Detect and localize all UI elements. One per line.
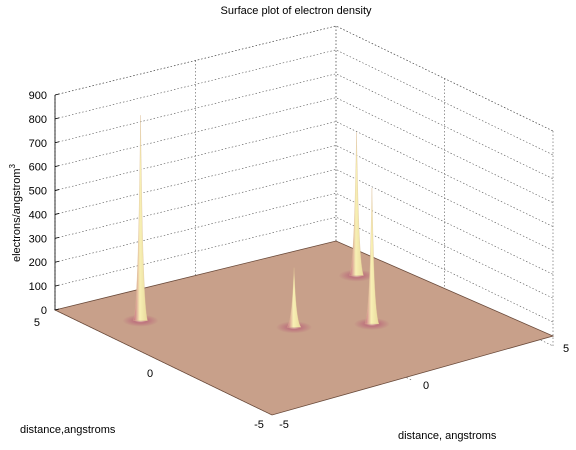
- z-tick-mark: [54, 189, 60, 191]
- density-peak: [276, 267, 313, 334]
- x-axis-label: distance, angstroms: [398, 430, 497, 442]
- peak-spike: [349, 132, 364, 276]
- z-tick-label: 700: [29, 138, 47, 150]
- peak-spike: [286, 267, 302, 328]
- y-tick-label: 5: [34, 317, 40, 329]
- y-tick-label: -5: [254, 419, 264, 431]
- y-tick-label: 0: [147, 368, 153, 380]
- peak-spike: [364, 187, 380, 325]
- x-tick-label: 5: [563, 343, 569, 355]
- z-tick-label: 200: [29, 257, 47, 269]
- back-wall-left: [55, 5, 336, 310]
- z-tick-mark: [54, 141, 60, 144]
- z-tick-label: 400: [29, 209, 47, 221]
- z-tick-label: 0: [41, 305, 47, 317]
- density-peak: [122, 115, 159, 327]
- z-tick-label: 600: [29, 162, 47, 174]
- z-tick-mark: [54, 284, 60, 287]
- x-tick-label: -5: [279, 419, 289, 431]
- z-tick-label: 800: [29, 114, 47, 126]
- z-ticks: 0 100 200 300 400 500 600 700 800 900: [29, 90, 60, 317]
- z-axis-label-superscript: 3: [8, 163, 17, 168]
- z-tick-label: 500: [29, 186, 47, 198]
- density-peak: [338, 132, 375, 282]
- density-peak: [353, 187, 390, 330]
- x-tick-label: 0: [423, 380, 429, 392]
- z-tick-mark: [54, 117, 60, 120]
- z-tick-label: 900: [29, 90, 47, 102]
- chart-title: Surface plot of electron density: [220, 5, 372, 17]
- z-tick-mark: [54, 165, 60, 168]
- z-axis-label-text: electrons/angstrom: [11, 168, 23, 262]
- z-tick-mark: [54, 236, 60, 239]
- svg-text:electrons/angstrom3: electrons/angstrom3: [8, 163, 23, 262]
- z-tick-mark: [54, 308, 60, 311]
- z-tick-mark: [54, 213, 60, 215]
- z-tick-label: 100: [29, 281, 47, 293]
- z-tick-label: 300: [29, 233, 47, 245]
- peak-spike: [133, 115, 148, 321]
- z-tick-mark: [54, 93, 60, 96]
- z-axis-label: electrons/angstrom3: [8, 163, 23, 262]
- density-peaks: [122, 115, 390, 334]
- y-axis-label: distance,angstroms: [20, 424, 116, 436]
- z-tick-mark: [54, 260, 60, 263]
